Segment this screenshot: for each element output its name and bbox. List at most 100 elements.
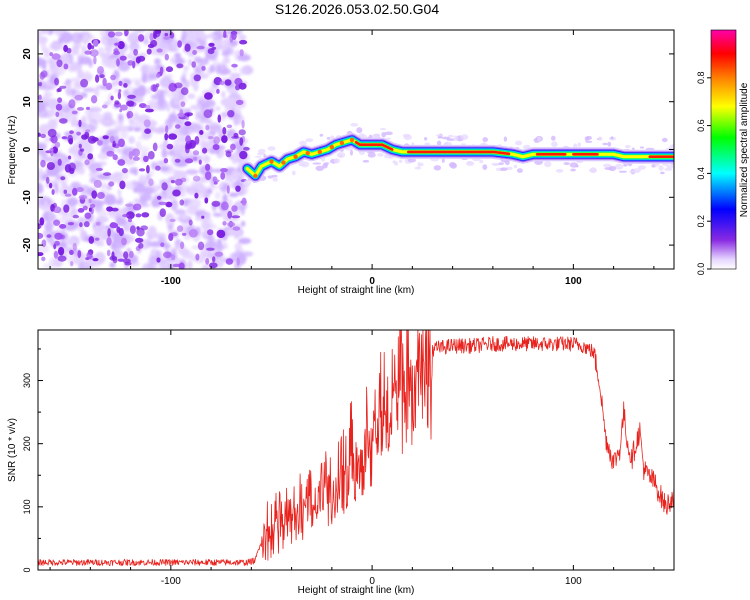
ridge-knot bbox=[349, 137, 355, 143]
noise-blob bbox=[221, 201, 229, 211]
ridge-halo-speck bbox=[333, 158, 340, 164]
ridge-halo-speck bbox=[658, 165, 664, 171]
noise-speckle bbox=[38, 31, 42, 38]
noise-blob bbox=[235, 99, 244, 105]
ridge-halo-speck bbox=[500, 167, 508, 171]
noise-speckle bbox=[108, 173, 122, 183]
noise-blob bbox=[211, 46, 217, 50]
ridge-halo-speck bbox=[407, 158, 417, 163]
noise-blob bbox=[171, 254, 176, 261]
noise-speckle bbox=[219, 150, 226, 156]
x-tick-label: -100 bbox=[161, 576, 181, 587]
noise-speckle bbox=[82, 87, 96, 93]
noise-blob bbox=[186, 113, 190, 117]
ridge-halo-speck bbox=[602, 142, 609, 146]
noise-blob bbox=[51, 189, 55, 195]
ridge-halo-speck bbox=[513, 164, 518, 169]
noise-blob bbox=[166, 143, 174, 150]
noise-blob bbox=[124, 261, 132, 266]
noise-blob bbox=[216, 88, 220, 94]
noise-blob bbox=[180, 101, 186, 107]
noise-blob bbox=[211, 200, 221, 207]
noise-blob bbox=[45, 176, 50, 184]
noise-speckle bbox=[68, 67, 74, 72]
noise-speckle bbox=[166, 104, 171, 113]
noise-blob bbox=[67, 134, 73, 144]
ridge-halo-speck bbox=[598, 137, 603, 141]
noise-speckle bbox=[238, 34, 247, 42]
ridge-halo-speck bbox=[300, 161, 310, 168]
noise-blob bbox=[212, 179, 220, 183]
noise-blob bbox=[152, 142, 158, 152]
noise-blob bbox=[49, 148, 54, 152]
noise-speckle bbox=[150, 198, 159, 208]
noise-speckle bbox=[61, 55, 71, 67]
noise-blob bbox=[80, 148, 85, 152]
noise-blob bbox=[148, 178, 154, 186]
noise-blob bbox=[57, 87, 62, 93]
noise-blob bbox=[202, 147, 208, 154]
noise-blob bbox=[39, 71, 46, 80]
noise-speckle bbox=[160, 190, 168, 195]
ridge-halo-speck bbox=[491, 162, 499, 166]
noise-speckle bbox=[212, 30, 223, 42]
noise-blob bbox=[226, 124, 233, 129]
noise-speckle bbox=[78, 56, 92, 65]
noise-speckle bbox=[70, 77, 80, 83]
noise-blob bbox=[99, 74, 105, 79]
noise-speckle bbox=[185, 169, 199, 175]
noise-blob bbox=[72, 242, 77, 251]
noise-blob bbox=[114, 100, 120, 105]
noise-blob bbox=[38, 225, 42, 229]
noise-blob bbox=[225, 150, 232, 158]
noise-blob bbox=[39, 217, 45, 226]
noise-speckle bbox=[209, 55, 218, 62]
noise-speckle bbox=[138, 174, 146, 184]
noise-speckle bbox=[209, 64, 216, 73]
noise-blob bbox=[223, 30, 227, 38]
noise-speckle bbox=[161, 148, 168, 159]
noise-blob bbox=[123, 83, 128, 88]
noise-speckle bbox=[154, 58, 161, 65]
noise-speckle bbox=[114, 247, 120, 258]
ridge-halo-speck bbox=[551, 135, 556, 141]
noise-blob bbox=[199, 130, 204, 135]
noise-blob bbox=[178, 262, 185, 269]
noise-blob bbox=[204, 197, 209, 204]
noise-speckle bbox=[71, 46, 80, 55]
ridge-halo-speck bbox=[312, 162, 322, 165]
noise-blob bbox=[41, 239, 47, 248]
ridge-halo-speck bbox=[482, 164, 488, 170]
noise-speckle bbox=[208, 125, 222, 133]
noise-blob bbox=[139, 103, 147, 109]
noise-blob bbox=[156, 195, 162, 200]
noise-speckle bbox=[128, 136, 136, 144]
noise-blob bbox=[224, 79, 232, 86]
noise-speckle bbox=[109, 262, 116, 268]
noise-blob bbox=[47, 128, 57, 138]
noise-speckle bbox=[187, 260, 193, 269]
noise-blob bbox=[68, 162, 76, 172]
noise-blob bbox=[227, 110, 235, 118]
noise-blob bbox=[135, 213, 142, 218]
noise-speckle bbox=[150, 248, 157, 255]
noise-blob bbox=[121, 237, 127, 246]
noise-blob bbox=[72, 187, 78, 196]
noise-blob bbox=[60, 176, 66, 181]
noise-blob bbox=[180, 241, 185, 250]
noise-speckle bbox=[83, 262, 96, 268]
noise-speckle bbox=[116, 147, 123, 154]
ridge-halo-speck bbox=[441, 158, 445, 163]
ridge-halo-speck bbox=[577, 142, 581, 147]
noise-blob bbox=[64, 193, 72, 197]
noise-speckle bbox=[141, 73, 148, 84]
noise-blob bbox=[97, 140, 103, 146]
noise-blob bbox=[114, 42, 120, 46]
noise-blob bbox=[86, 251, 93, 259]
noise-speckle bbox=[115, 125, 130, 132]
noise-blob bbox=[193, 156, 198, 161]
noise-blob bbox=[126, 100, 135, 107]
noise-blob bbox=[117, 91, 122, 100]
ridge-halo-speck bbox=[305, 138, 314, 143]
noise-blob bbox=[214, 251, 223, 257]
